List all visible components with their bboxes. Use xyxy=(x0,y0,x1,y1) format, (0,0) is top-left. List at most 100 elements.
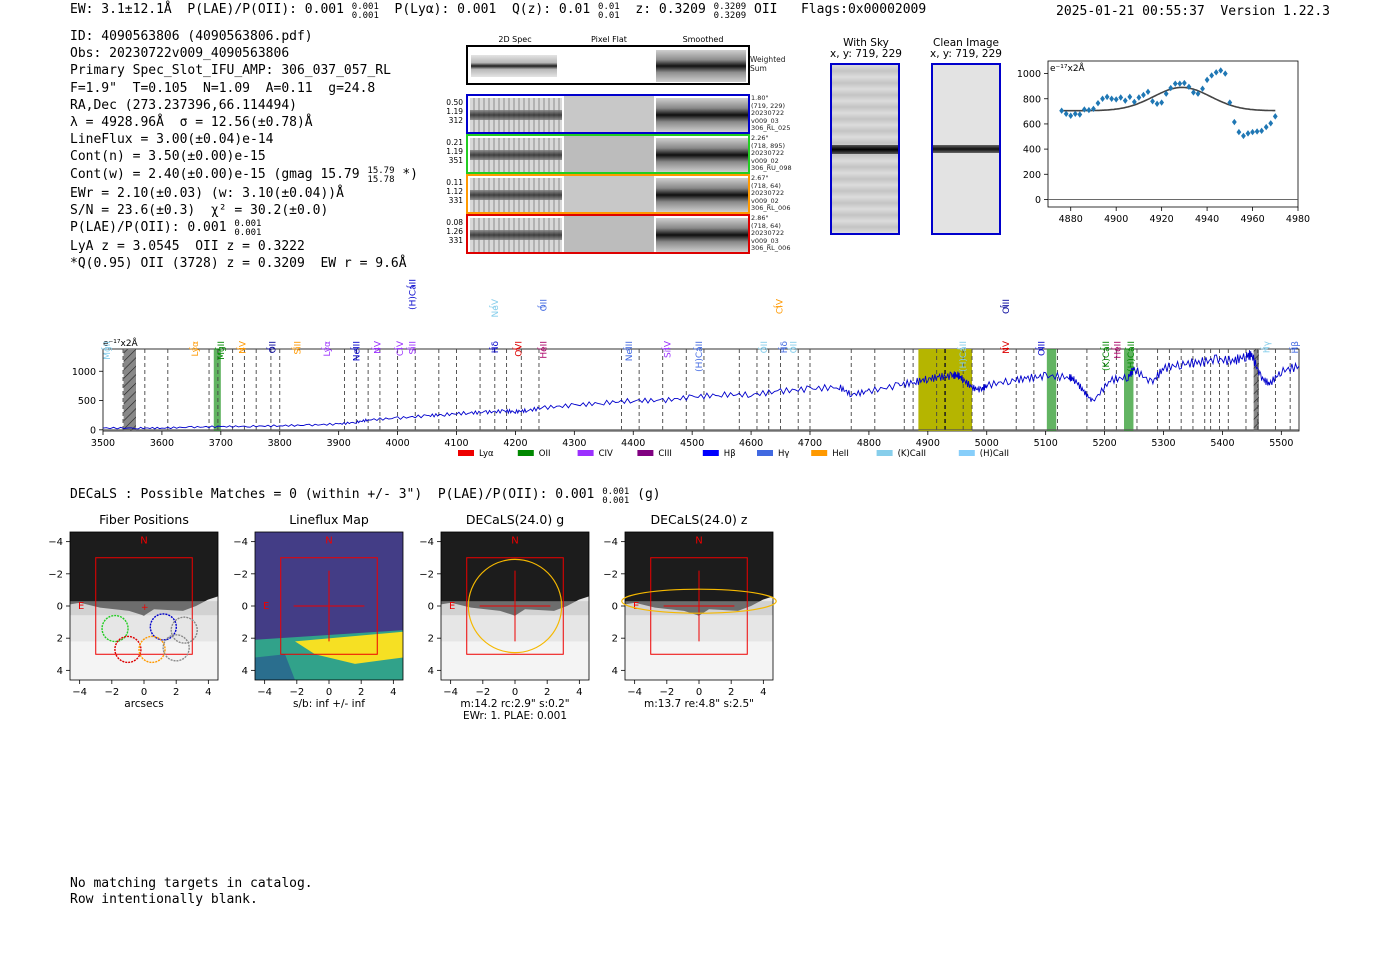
cutout-2d-3 xyxy=(470,218,562,252)
info-plae-hi: 0.001 xyxy=(234,219,262,230)
cutout-2d-trace-2 xyxy=(470,190,562,200)
zoom-frame xyxy=(1047,60,1299,208)
spectrum-label-22: Hδ xyxy=(780,341,790,354)
decals-box-1 xyxy=(280,557,378,655)
spectrum-label-14: OVI xyxy=(514,341,524,357)
header-timestamp-version: 2025-01-21 00:55:37 Version 1.22.3 xyxy=(1056,4,1330,19)
spectrum-label-30: (H)CaII xyxy=(1127,341,1137,372)
decals-xtick-label-3-2: 0 xyxy=(696,687,702,698)
fiber-circle-4 xyxy=(138,635,166,664)
spectrum-xtick-label-8: 4300 xyxy=(562,438,586,449)
info-gmag-hi: 15.79 xyxy=(367,165,395,176)
spectrum-ylabel: e⁻¹⁷x2Å xyxy=(103,337,139,349)
spectrum-label-brace-7: { xyxy=(349,346,358,351)
legend-swatch-4 xyxy=(702,450,719,456)
legend-label-0: Lyα xyxy=(479,449,494,459)
decals-band: (g) xyxy=(637,487,661,502)
decals-xtick-label-0-3: 2 xyxy=(173,687,179,698)
spectrum-label-brace-18: { xyxy=(660,346,669,351)
spectrum-region-1 xyxy=(213,349,221,431)
spectrum-label-19: (H)CaII xyxy=(695,341,705,372)
spectrum-label-brace-5: { xyxy=(290,346,299,351)
header-z-hi: 0.3209 xyxy=(713,2,747,12)
cutout-stat-1-1: 1.19 xyxy=(446,147,463,156)
spectrum-label-28: (K)CaII xyxy=(1102,341,1112,371)
cutout-smooth-0 xyxy=(656,98,748,132)
weighted-2d-image xyxy=(471,55,557,77)
with-sky-xy: x, y: 719, 229 xyxy=(830,48,902,60)
legend-label-4: Hβ xyxy=(724,449,736,459)
spectrum-label-brace-11: { xyxy=(405,284,414,289)
zoom-point-30 xyxy=(1195,90,1201,97)
zoom-point-5 xyxy=(1081,106,1087,113)
detection-info: ID: 4090563806 (4090563806.pdf) Obs: 202… xyxy=(70,28,418,272)
decals-xtick-label-3-3: 2 xyxy=(728,687,734,698)
header-z: z: 0.3209 xyxy=(635,2,706,17)
decals-xtick-label-1-2: 0 xyxy=(326,687,332,698)
cutout-stat-2-2: 331 xyxy=(448,196,463,205)
cutout-stamp-line-0-4: 306_RL_025 xyxy=(751,124,791,132)
spectrum-frame xyxy=(102,348,1300,432)
decals-ytick-label-1-3: −2 xyxy=(233,569,248,580)
decals-xtick-label-3-1: −2 xyxy=(659,687,674,698)
legend-swatch-6 xyxy=(811,450,828,456)
decals-east-3: E xyxy=(633,601,639,612)
spectrum-label-31: Hγ xyxy=(1263,340,1273,353)
info-id: ID: 4090563806 (4090563806.pdf) xyxy=(70,29,313,44)
spectrum-xtick-label-12: 4700 xyxy=(798,438,822,449)
decals-matches: DECaLS : Possible Matches = 0 (within +/… xyxy=(70,487,595,502)
zoom-point-3 xyxy=(1072,110,1078,118)
line-fit-plot: 4880 4900 4920 4940 4960 4980 0 200 400 600 800 100… xyxy=(1017,60,1310,225)
spectrum-label-6: Lyα xyxy=(323,341,333,357)
cutout-stat-2-0: 0.11 xyxy=(446,178,463,187)
spectrum-label-brace-10: { xyxy=(405,346,414,351)
spectrum-label-brace-23: { xyxy=(786,346,795,351)
cutout-stamp-line-3-4: 306_RL_006 xyxy=(751,244,791,252)
decals-band-0 xyxy=(70,601,218,616)
cutout-stat-0-1: 1.19 xyxy=(446,107,463,116)
decals-ytick-label-0-2: 0 xyxy=(57,602,63,613)
decals-north-0: N xyxy=(140,535,147,546)
decals-xtick-label-0-4: 4 xyxy=(205,687,211,698)
zoom-point-11 xyxy=(1109,95,1115,102)
cutout-stamp-line-1-4: 306_RU_098 xyxy=(751,164,792,172)
cutout-stat-0-2: 312 xyxy=(448,116,463,125)
decals-ytick-label-2-2: 0 xyxy=(428,602,434,613)
cutout-row-3 xyxy=(466,214,750,254)
cutout-stats-0: 0.50 1.19 312 xyxy=(430,98,463,125)
zoom-point-41 xyxy=(1245,130,1251,137)
spectrum-label-brace-29: { xyxy=(1111,346,1120,351)
spectrum-label-2: MgII xyxy=(217,341,227,360)
decals-plae-hi: 0.001 xyxy=(602,487,630,497)
cutout-2d-1 xyxy=(470,138,562,172)
header-qz-lo: 0.01 xyxy=(598,11,620,21)
spectrum-label-1: Lyα xyxy=(191,341,201,357)
cutout-stamp-1: 2.26" (718, 895) 20230722 v009_02 306_RU_098 xyxy=(751,134,792,173)
spectrum-xtick-label-11: 4600 xyxy=(739,438,763,449)
cutout-2d-trace-3 xyxy=(470,230,562,240)
spectrum-label-brace-17: { xyxy=(622,346,631,351)
decals-xlabel-0: arcsecs xyxy=(124,698,163,710)
decals-xtick-label-0-2: 0 xyxy=(141,687,147,698)
zoom-ytick-label-5: 1000 xyxy=(1017,69,1041,80)
spectrum-xtick-label-5: 4000 xyxy=(385,438,409,449)
legend-swatch-3 xyxy=(637,450,654,456)
spectrum-region-0 xyxy=(123,349,136,431)
spectrum-xtick-label-9: 4400 xyxy=(621,438,645,449)
fiber-circle-5 xyxy=(162,634,190,662)
spectrum-label-7: NeIII xyxy=(352,341,362,361)
zoom-ytick-label-2: 400 xyxy=(1023,145,1041,156)
cutout-stamp-line-0-1: (719, 229) xyxy=(751,101,786,110)
clean-image xyxy=(931,63,1001,235)
spectrum-label-10: SiII xyxy=(408,341,418,355)
spectrum-label-brace-30: { xyxy=(1124,346,1133,351)
with-sky-title-block: With Sky x, y: 719, 229 xyxy=(830,38,902,60)
fiber-center-mark: + xyxy=(141,603,149,613)
cutout-flat-1 xyxy=(564,136,654,172)
cutout-2d-2 xyxy=(470,178,562,212)
zoom-point-35 xyxy=(1218,67,1224,74)
spectrum-xtick-label-0: 3500 xyxy=(91,438,115,449)
decals-ytick-label-0-0: 4 xyxy=(57,666,63,677)
zoom-point-25 xyxy=(1172,80,1178,87)
